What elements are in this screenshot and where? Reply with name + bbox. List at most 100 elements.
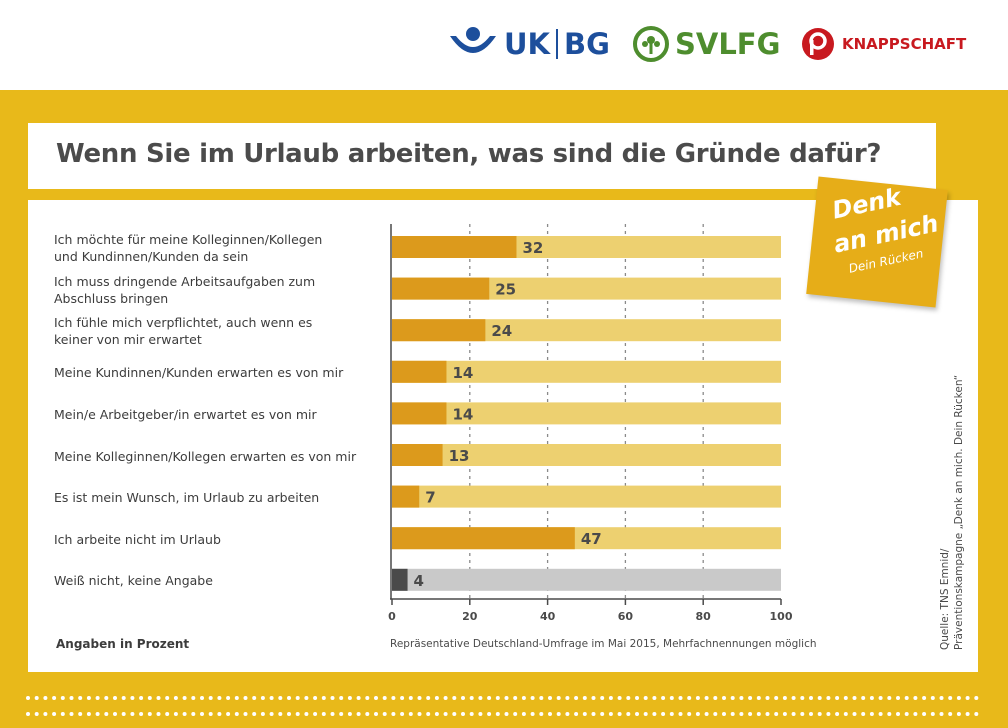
- border-dot: [156, 712, 161, 716]
- border-dot: [548, 712, 552, 716]
- border-dot: [965, 696, 970, 700]
- title-box: Wenn Sie im Urlaub arbeiten, was sind di…: [28, 123, 936, 189]
- border-dot: [513, 696, 518, 700]
- knappschaft-emblem-icon: [802, 28, 834, 60]
- x-tick-label: 100: [770, 610, 793, 623]
- border-dot: [52, 696, 57, 700]
- border-dot: [800, 712, 805, 716]
- border-dot: [147, 696, 152, 700]
- border-dot: [173, 696, 178, 700]
- border-dot: [782, 696, 787, 700]
- border-dot: [269, 696, 274, 700]
- border-dot: [652, 712, 657, 716]
- border-dot: [469, 696, 474, 700]
- border-dot: [608, 696, 613, 700]
- border-dot: [922, 696, 927, 700]
- border-dot: [347, 712, 352, 716]
- bar-track: [392, 319, 781, 342]
- border-dot: [417, 712, 422, 716]
- category-label-line: Es ist mein Wunsch, im Urlaub zu arbeite…: [54, 490, 320, 506]
- border-dot: [426, 712, 431, 716]
- category-label: Es ist mein Wunsch, im Urlaub zu arbeite…: [54, 489, 319, 506]
- bar: [392, 444, 443, 466]
- border-dot: [86, 696, 91, 700]
- border-dot: [617, 696, 622, 700]
- border-dot: [304, 696, 309, 700]
- border-dot: [330, 712, 335, 716]
- data-label: 14: [452, 405, 473, 423]
- data-label: 47: [581, 530, 602, 548]
- border-dot: [243, 696, 248, 700]
- border-dot: [104, 712, 109, 716]
- border-dot: [313, 712, 318, 716]
- border-dot: [217, 696, 222, 700]
- border-dot: [878, 712, 883, 716]
- category-label-line: Ich möchte für meine Kolleginnen/Kollege…: [54, 232, 323, 247]
- data-label: 25: [495, 281, 516, 299]
- border-dot: [321, 696, 326, 700]
- x-tick-label: 20: [462, 610, 478, 623]
- svlfg-logo: SVLFG: [633, 26, 780, 62]
- border-dot: [843, 696, 848, 700]
- border-dot: [643, 696, 648, 700]
- border-dot: [130, 696, 135, 700]
- border-dot: [43, 712, 48, 716]
- border-dot: [626, 712, 631, 716]
- border-dot: [521, 712, 526, 716]
- border-dot: [835, 712, 840, 716]
- svlfg-text: SVLFG: [675, 27, 781, 61]
- border-dot: [478, 696, 483, 700]
- border-dot: [113, 712, 117, 716]
- units-note: Angaben in Prozent: [56, 637, 190, 651]
- border-dot: [165, 712, 170, 716]
- border-dot: [182, 712, 187, 716]
- border-dot: [956, 712, 961, 716]
- bar-track: [392, 485, 781, 508]
- border-dot: [896, 696, 900, 700]
- border-dot: [408, 696, 413, 700]
- border-dot: [582, 712, 587, 716]
- border-dot: [287, 696, 291, 700]
- border-dot: [139, 712, 144, 716]
- border-dot: [730, 696, 735, 700]
- border-dot: [295, 696, 300, 700]
- ukbg-emblem-icon: [450, 27, 496, 53]
- border-dot: [321, 712, 326, 716]
- category-label: Meine Kundinnen/Kunden erwarten es von m…: [54, 364, 343, 381]
- x-tick-label: 40: [540, 610, 556, 623]
- border-dot: [861, 696, 866, 700]
- data-label: 24: [491, 322, 512, 340]
- category-label-line: Ich muss dringende Arbeitsaufgaben zum: [54, 273, 316, 289]
- border-dot: [774, 696, 779, 700]
- border-dot: [104, 696, 109, 700]
- border-dot: [574, 696, 579, 700]
- border-dot: [704, 712, 709, 716]
- border-dot: [356, 696, 361, 700]
- border-dot: [600, 696, 605, 700]
- border-dot: [608, 712, 613, 716]
- border-dot: [626, 696, 631, 700]
- border-dot: [217, 712, 222, 716]
- border-dot: [948, 712, 953, 716]
- border-dot: [443, 696, 448, 700]
- border-dot: [765, 696, 770, 700]
- border-dot: [835, 696, 840, 700]
- border-dot: [600, 712, 605, 716]
- border-dot: [121, 696, 126, 700]
- border-dot: [800, 696, 805, 700]
- border-dot: [374, 712, 378, 716]
- category-label: Weiß nicht, keine Angabe: [54, 572, 213, 589]
- border-dot: [304, 712, 309, 716]
- header-bar: UK BG SVLFG KNAPPSCHAFT: [0, 0, 1008, 90]
- border-dot: [652, 696, 657, 700]
- border-dot: [60, 712, 65, 716]
- border-dot: [495, 712, 500, 716]
- border-dot: [548, 696, 552, 700]
- bar: [392, 236, 517, 258]
- knappschaft-logo: KNAPPSCHAFT: [800, 26, 966, 62]
- border-dot: [809, 696, 813, 700]
- border-dot: [208, 712, 213, 716]
- border-dot: [452, 712, 457, 716]
- border-dot: [939, 696, 944, 700]
